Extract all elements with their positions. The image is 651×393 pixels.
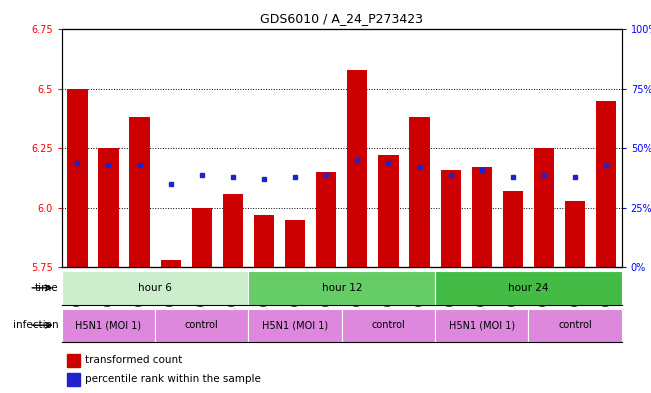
- Bar: [249, 271, 435, 305]
- Text: transformed count: transformed count: [85, 355, 183, 365]
- Text: GDS6010 / A_24_P273423: GDS6010 / A_24_P273423: [260, 12, 423, 25]
- Bar: [316, 172, 337, 267]
- Bar: [62, 309, 155, 342]
- Text: hour 6: hour 6: [138, 283, 172, 293]
- Text: control: control: [185, 320, 219, 330]
- Bar: [67, 89, 87, 267]
- Bar: [161, 260, 181, 267]
- Bar: [435, 309, 529, 342]
- Text: hour 12: hour 12: [322, 283, 362, 293]
- Bar: [254, 215, 274, 267]
- Bar: [155, 309, 249, 342]
- Text: hour 24: hour 24: [508, 283, 549, 293]
- Bar: [68, 373, 80, 386]
- Bar: [529, 309, 622, 342]
- Text: H5N1 (MOI 1): H5N1 (MOI 1): [449, 320, 515, 330]
- Bar: [68, 354, 80, 367]
- Bar: [98, 148, 118, 267]
- Bar: [347, 70, 367, 267]
- Bar: [249, 309, 342, 342]
- Bar: [471, 167, 492, 267]
- Bar: [130, 118, 150, 267]
- Text: percentile rank within the sample: percentile rank within the sample: [85, 374, 261, 384]
- Bar: [342, 309, 435, 342]
- Text: H5N1 (MOI 1): H5N1 (MOI 1): [262, 320, 328, 330]
- Bar: [596, 101, 616, 267]
- Text: control: control: [558, 320, 592, 330]
- Bar: [565, 201, 585, 267]
- Bar: [223, 193, 243, 267]
- Bar: [441, 170, 461, 267]
- Bar: [503, 191, 523, 267]
- Bar: [534, 148, 554, 267]
- Bar: [378, 156, 398, 267]
- Bar: [435, 271, 622, 305]
- Bar: [191, 208, 212, 267]
- Text: H5N1 (MOI 1): H5N1 (MOI 1): [76, 320, 141, 330]
- Bar: [285, 220, 305, 267]
- Text: time: time: [35, 283, 59, 293]
- Text: infection: infection: [13, 320, 59, 330]
- Bar: [62, 271, 249, 305]
- Text: control: control: [372, 320, 406, 330]
- Bar: [409, 118, 430, 267]
